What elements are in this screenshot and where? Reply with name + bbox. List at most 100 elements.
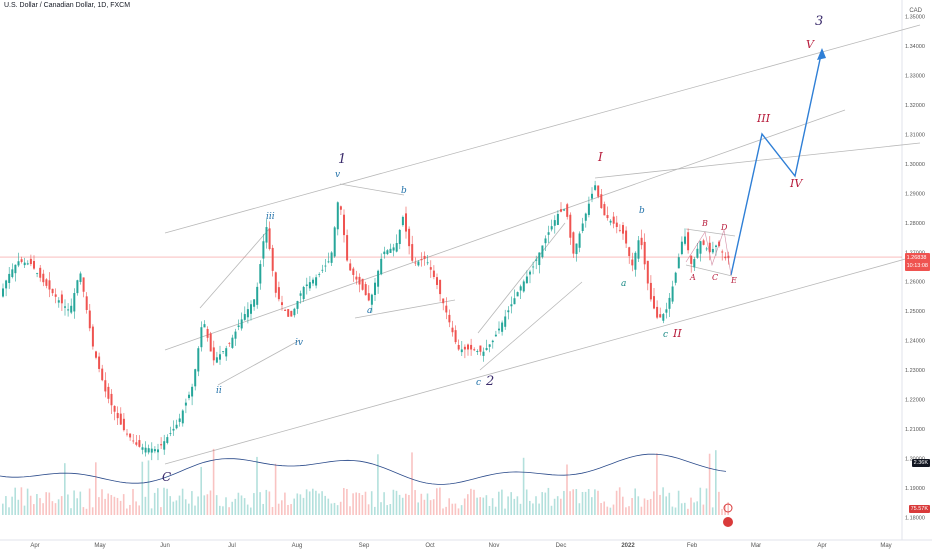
- y-tick-label: 1.34000: [905, 44, 925, 50]
- candle-body: [153, 449, 156, 452]
- y-tick-label: 1.29000: [905, 191, 925, 197]
- trend-line: [164, 24, 921, 234]
- candle-body: [104, 380, 107, 392]
- candle-body: [603, 204, 606, 216]
- candle-body: [253, 299, 256, 307]
- candle-body: [330, 252, 333, 263]
- volume-bar: [318, 493, 320, 515]
- candle-body: [389, 248, 392, 253]
- volume-bar: [60, 496, 63, 515]
- wave-label-D: D: [721, 223, 728, 232]
- candle-body: [479, 345, 482, 352]
- y-tick-label: 1.30000: [905, 162, 925, 168]
- candle-body: [299, 293, 302, 296]
- candle-body: [228, 342, 231, 344]
- volume-bar: [200, 466, 202, 515]
- volume-bar: [442, 508, 444, 515]
- volume-bar: [659, 494, 661, 515]
- candle-body: [715, 245, 717, 248]
- volume-bar: [163, 487, 165, 515]
- candle-body: [591, 193, 593, 199]
- volume-bar: [708, 453, 711, 515]
- candle-body: [281, 302, 283, 306]
- volume-bar: [175, 500, 178, 515]
- volume-bar: [612, 504, 615, 515]
- candle-body: [315, 277, 318, 286]
- candle-body: [498, 328, 500, 331]
- candle-body: [482, 351, 485, 356]
- candle-body: [529, 271, 531, 275]
- candle-body: [532, 266, 535, 268]
- y-tick-label: 1.26000: [905, 280, 925, 286]
- candle-body: [64, 306, 66, 308]
- volume-bar: [594, 489, 596, 515]
- candle-body: [662, 314, 665, 321]
- current-price-tag: 1.26838 10:13:08: [904, 253, 930, 271]
- candle-body: [516, 292, 519, 297]
- candle-body: [67, 309, 70, 311]
- candle-body: [513, 298, 516, 305]
- volume-bar: [358, 493, 361, 515]
- trend-line: [477, 222, 566, 334]
- candle-body: [76, 280, 79, 294]
- volume-bar: [5, 496, 7, 515]
- candle-body: [414, 262, 417, 264]
- candle-body: [107, 386, 110, 399]
- volume-bar: [550, 505, 553, 515]
- candle-body: [33, 261, 35, 269]
- volume-bar: [370, 491, 373, 515]
- volume-bar: [178, 495, 181, 515]
- volume-bar: [525, 489, 528, 515]
- candle-body: [383, 251, 386, 255]
- volume-bar: [432, 499, 435, 515]
- candle-body: [85, 296, 88, 310]
- volume-bar: [724, 504, 726, 515]
- candle-body: [268, 228, 271, 249]
- candle-body: [600, 194, 603, 209]
- volume-bar: [529, 500, 531, 515]
- wave-label-A: A: [690, 273, 696, 282]
- candle-body: [82, 277, 85, 292]
- volume-bar: [70, 508, 72, 515]
- candle-body: [5, 280, 8, 289]
- candle-body: [684, 236, 686, 244]
- volume-bar: [203, 495, 206, 515]
- candle-body: [237, 325, 240, 327]
- candle-body: [51, 288, 54, 294]
- volume-bar: [20, 487, 23, 515]
- candle-body: [361, 278, 364, 290]
- x-tick-label: Dec: [556, 543, 567, 549]
- candle-body: [358, 276, 361, 285]
- volume-bar: [597, 490, 599, 515]
- candle-body: [122, 418, 125, 431]
- volume-bar: [628, 506, 630, 515]
- volume-bar: [674, 507, 677, 515]
- volume-bar: [494, 506, 497, 515]
- candle-body: [101, 368, 104, 381]
- volume-bar: [212, 448, 215, 515]
- countdown: 10:13:08: [906, 263, 928, 269]
- candle-body: [439, 279, 442, 295]
- volume-bar: [54, 503, 57, 515]
- candle-body: [395, 243, 398, 252]
- candle-body: [194, 369, 197, 387]
- volume-bar: [95, 462, 97, 515]
- candle-body: [584, 213, 587, 221]
- candle-body: [11, 269, 14, 278]
- volume-bar: [333, 502, 336, 515]
- x-tick-label: May: [880, 543, 891, 549]
- volume-bar: [618, 487, 621, 515]
- candle-body: [287, 309, 290, 317]
- x-tick-label: Jul: [228, 543, 236, 549]
- volume-bar: [405, 493, 407, 515]
- volume-bar: [234, 498, 237, 515]
- volume-bar: [206, 494, 209, 515]
- volume-bar: [501, 489, 503, 515]
- volume-bar: [17, 499, 20, 515]
- candle-body: [541, 245, 544, 258]
- volume-bar: [386, 505, 388, 515]
- projection-arrowhead: [817, 48, 826, 60]
- candle-body: [711, 248, 714, 253]
- wave-label-a-1: a: [367, 306, 373, 316]
